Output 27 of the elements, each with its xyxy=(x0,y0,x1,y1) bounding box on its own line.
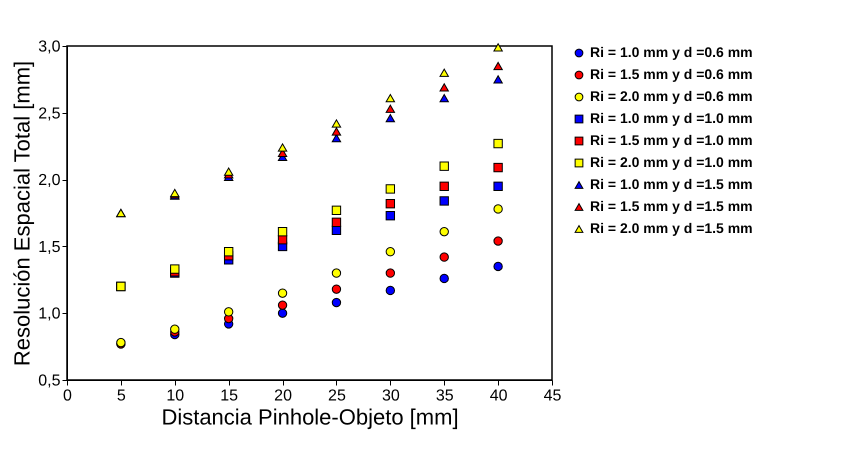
legend-label: Ri = 1.5 mm y d =0.6 mm xyxy=(590,66,753,82)
x-tick-label: 15 xyxy=(220,388,238,404)
y-tick-label: 1,5 xyxy=(38,238,61,256)
legend-label: Ri = 1.0 mm y d =0.6 mm xyxy=(590,44,753,60)
legend-label: Ri = 1.5 mm y d =1.0 mm xyxy=(590,132,753,148)
x-tick-label: 10 xyxy=(166,388,184,404)
x-tick-label: 40 xyxy=(490,388,508,404)
legend-label: Ri = 1.0 mm y d =1.5 mm xyxy=(590,176,753,192)
x-tick-label: 5 xyxy=(116,388,126,404)
x-tick-label: 45 xyxy=(544,388,562,404)
legend-label: Ri = 2.0 mm y d =1.0 mm xyxy=(590,154,753,170)
legend-label: Ri = 1.5 mm y d =1.5 mm xyxy=(590,198,753,214)
y-axis-title: Resolución Espacial Total [mm] xyxy=(9,60,34,366)
y-tick-label: 0,5 xyxy=(38,372,61,390)
x-tick-label: 25 xyxy=(328,388,346,404)
legend-label: Ri = 2.0 mm y d =1.5 mm xyxy=(590,220,753,236)
x-tick-label: 20 xyxy=(274,388,292,404)
x-tick-label: 35 xyxy=(436,388,454,404)
legend-label: Ri = 1.0 mm y d =1.0 mm xyxy=(590,110,753,126)
legend-label: Ri = 2.0 mm y d =0.6 mm xyxy=(590,88,753,104)
y-tick-label: 1,0 xyxy=(38,306,61,323)
y-tick-label: 2,0 xyxy=(38,172,61,190)
x-tick-label: 30 xyxy=(382,388,400,404)
x-axis-title: Distancia Pinhole-Objeto [mm] xyxy=(161,404,459,430)
y-tick-label: 2,5 xyxy=(38,105,61,122)
y-tick-label: 3,0 xyxy=(38,38,61,56)
x-tick-label: 0 xyxy=(63,388,72,404)
